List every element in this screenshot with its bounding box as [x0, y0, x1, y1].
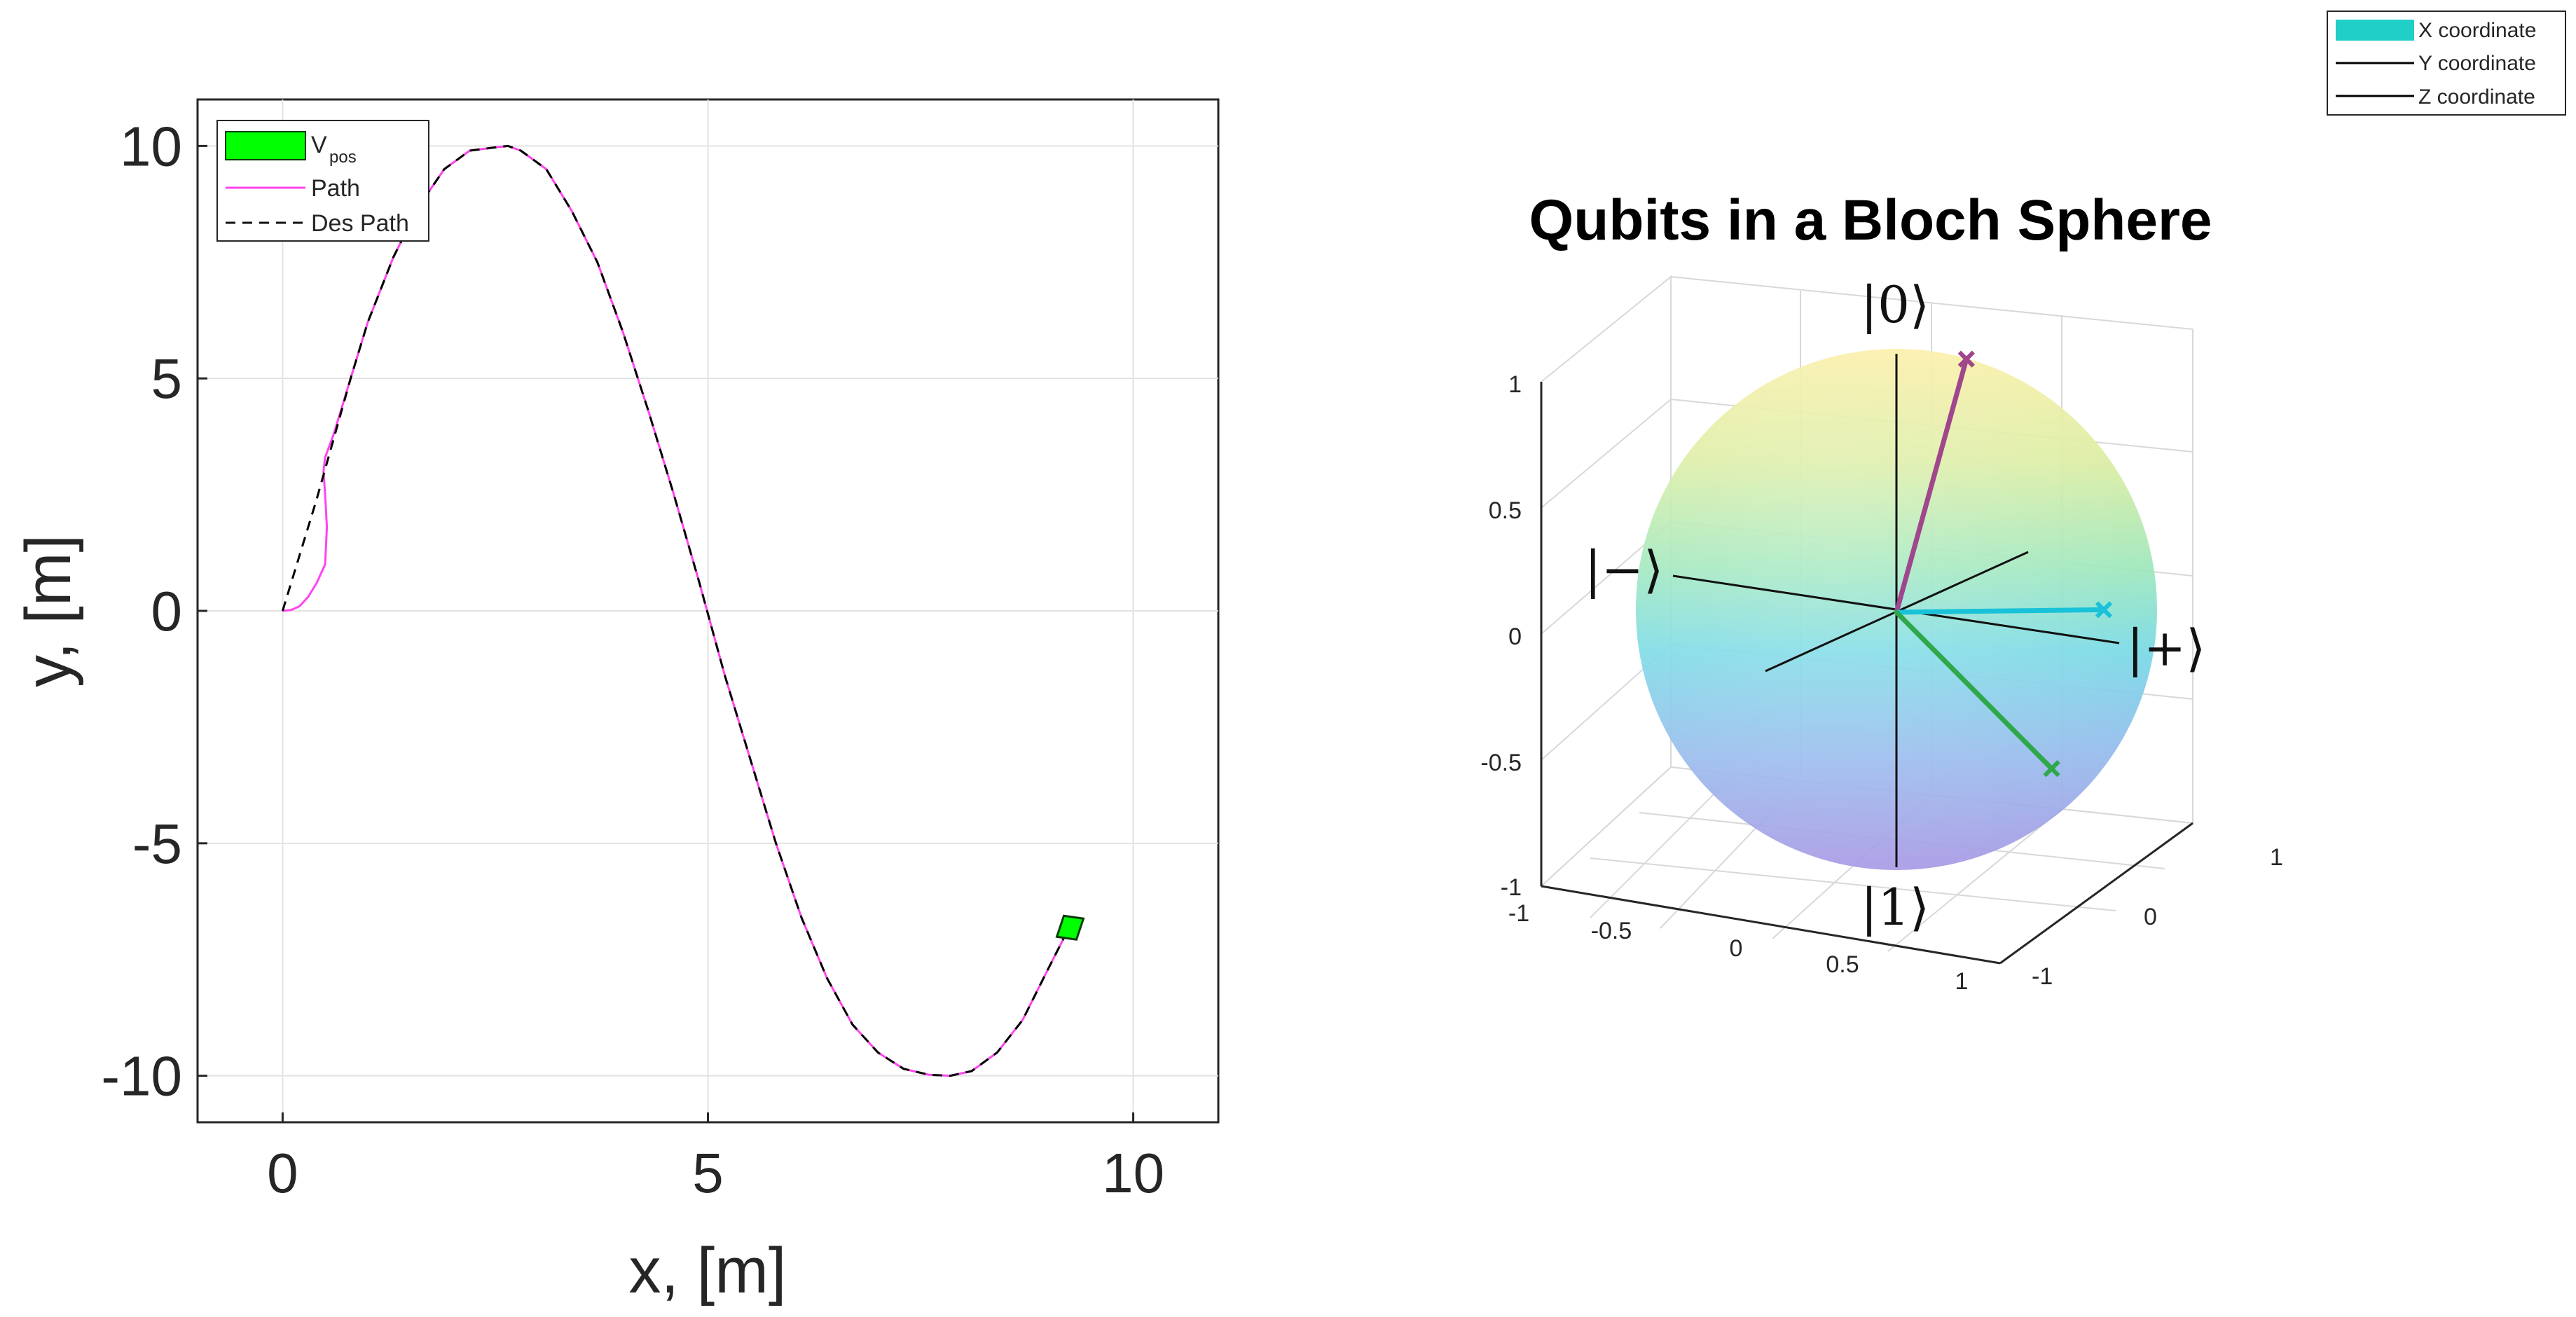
bloch-x-ticks: -1 -0.5 0 0.5 1: [1508, 900, 1969, 995]
x-tick-label: 0: [267, 1142, 298, 1204]
ket-minus-label: |−⟩: [1585, 540, 1664, 599]
y-tick: -1: [2032, 963, 2053, 990]
legend-vpos-label: V: [311, 132, 327, 158]
vpos-marker: [1055, 914, 1085, 941]
bloch-sphere-plot: Qubits in a Bloch Sphere: [1480, 188, 2283, 995]
bloch-grid-line: [1541, 399, 1672, 509]
x-tick-label: 10: [1102, 1142, 1164, 1204]
y-tick-label: 0: [151, 580, 183, 642]
legend-vpos-subscript: pos: [329, 148, 357, 167]
z-tick: 0.5: [1489, 497, 1522, 524]
x-tick: 0.5: [1826, 951, 1859, 978]
bloch-y-axis-line: [1999, 822, 2193, 965]
desired-path-line: [281, 144, 1070, 1077]
qubit-vector: [1894, 609, 2055, 771]
bloch-grid-line: [1887, 808, 2062, 952]
x-tick: -0.5: [1591, 918, 1632, 944]
x-axis-label: x, [m]: [629, 1235, 787, 1306]
ket-one-label: |1⟩: [1861, 878, 1929, 937]
x-tick: -1: [1508, 900, 1529, 927]
y-axis-label: y, [m]: [13, 535, 84, 687]
y-tick-label: -10: [101, 1045, 182, 1108]
legend-despath-label: Des Path: [311, 210, 409, 237]
y-tick: 1: [2270, 844, 2283, 871]
z-tick: -0.5: [1480, 750, 1522, 776]
path-plot: 0 5 10 10 5 0 -5 -10 x, [m] y, [m] V pos Path D…: [13, 98, 1220, 1306]
path-plot-legend: V pos Path Des Path: [216, 120, 429, 242]
legend-x-coordinate-swatch: [2336, 20, 2414, 41]
ket-plus-label: |+⟩: [2127, 619, 2206, 677]
ket-zero-label: |0⟩: [1861, 275, 1929, 334]
z-tick: 1: [1508, 371, 1522, 398]
legend-path-label: Path: [311, 175, 360, 202]
z-tick: 0: [1508, 623, 1522, 650]
bloch-legend: X coordinate Y coordinate Z coordinate: [2327, 11, 2566, 116]
y-tick-label: 10: [120, 115, 182, 177]
bloch-title: Qubits in a Bloch Sphere: [1529, 188, 2212, 252]
vpos-marker-shape: [1055, 914, 1085, 941]
bloch-axis-lines: [1540, 382, 2193, 965]
bloch-y-ticks: -1 0 1: [2032, 844, 2283, 990]
x-tick: 1: [1955, 968, 1969, 995]
bloch-x-axis-line: [1541, 885, 2001, 965]
y-tick-label: -5: [132, 813, 182, 875]
path-plot-series: [281, 144, 1070, 1077]
legend-y-coordinate-label: Y coordinate: [2418, 52, 2536, 75]
bloch-grid-line: [1590, 857, 2116, 911]
y-tick-label: 5: [151, 347, 183, 410]
legend-vpos-swatch: [225, 131, 306, 160]
x-tick-label: 5: [692, 1142, 724, 1204]
bloch-grid-line: [1590, 773, 1735, 918]
qubit-endpoint-marker: [2095, 601, 2113, 619]
x-tick: 0: [1730, 935, 1743, 962]
legend-x-coordinate-label: X coordinate: [2418, 19, 2536, 42]
bloch-qubit-vectors: [1894, 350, 2113, 778]
legend-z-coordinate-label: Z coordinate: [2418, 85, 2535, 109]
qubit-endpoint-marker: [2043, 760, 2060, 778]
qubit-endpoint-marker: [1957, 350, 1975, 368]
bloch-z-ticks: 1 0.5 0 -0.5 -1: [1480, 371, 1522, 901]
path-plot-ticks: 0 5 10 10 5 0 -5 -10: [101, 115, 1164, 1204]
qubit-vector: [1894, 357, 1969, 615]
z-tick: -1: [1501, 874, 1522, 901]
y-tick: 0: [2144, 904, 2157, 930]
qubit-vector: [1894, 607, 2107, 615]
